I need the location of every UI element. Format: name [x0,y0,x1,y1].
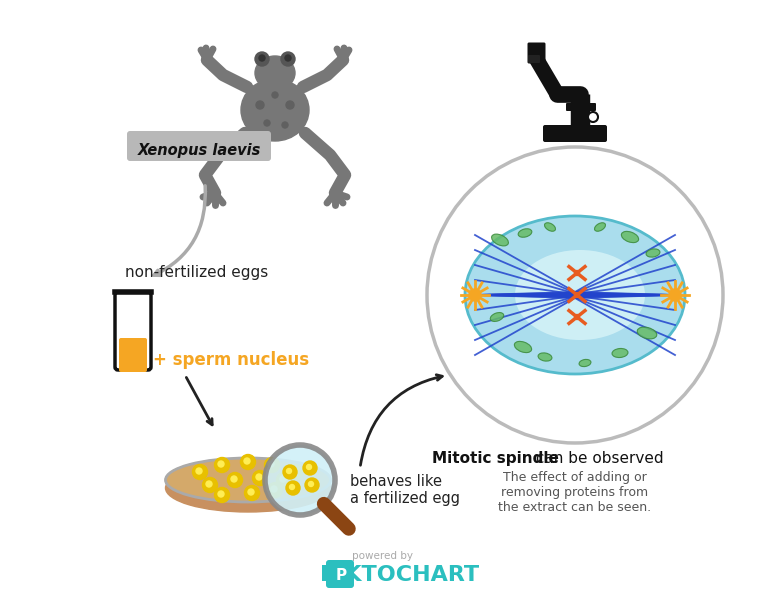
Text: Xenopus laevis: Xenopus laevis [137,142,261,157]
Circle shape [231,476,237,482]
Circle shape [291,468,297,474]
Circle shape [256,474,262,480]
FancyBboxPatch shape [119,338,147,372]
Text: + sperm nucleus: + sperm nucleus [153,351,309,369]
Ellipse shape [646,249,660,257]
Ellipse shape [621,232,639,242]
Circle shape [286,481,300,495]
Ellipse shape [538,353,552,361]
Circle shape [286,101,294,109]
FancyBboxPatch shape [566,103,596,111]
Text: PIKTOCHART: PIKTOCHART [321,565,479,585]
Circle shape [588,112,598,122]
Circle shape [252,470,268,485]
Text: non-fertilized eggs: non-fertilized eggs [125,265,268,280]
Ellipse shape [515,341,532,353]
Circle shape [285,55,291,61]
Ellipse shape [490,313,504,322]
Circle shape [244,458,250,464]
Circle shape [305,478,319,492]
Circle shape [259,55,265,61]
Ellipse shape [612,349,628,358]
Ellipse shape [518,229,532,237]
Ellipse shape [492,234,509,246]
Circle shape [202,478,218,493]
Ellipse shape [465,216,685,374]
Ellipse shape [515,250,645,340]
Ellipse shape [166,458,331,502]
Circle shape [307,464,311,469]
Circle shape [283,465,297,479]
Circle shape [215,457,229,473]
Circle shape [271,486,277,492]
Circle shape [574,292,580,298]
Circle shape [265,445,335,515]
Text: Mitotic spindle: Mitotic spindle [432,451,559,466]
Circle shape [255,52,269,66]
Circle shape [289,485,295,490]
Text: The effect of adding or
removing proteins from
the extract can be seen.: The effect of adding or removing protein… [499,471,651,514]
Text: can be observed: can be observed [531,451,663,466]
Ellipse shape [594,223,605,231]
Circle shape [248,489,254,495]
Ellipse shape [241,79,309,141]
Circle shape [669,289,681,301]
FancyBboxPatch shape [127,131,271,161]
FancyBboxPatch shape [543,125,607,142]
Ellipse shape [166,464,331,512]
Circle shape [288,464,302,479]
Text: behaves like
a fertilized egg: behaves like a fertilized egg [350,474,460,506]
Circle shape [268,461,274,467]
Circle shape [276,473,291,487]
Circle shape [268,482,282,497]
Circle shape [308,481,314,487]
FancyBboxPatch shape [528,55,540,63]
Circle shape [469,289,481,301]
Circle shape [218,461,224,467]
Circle shape [215,487,229,503]
Circle shape [245,485,259,500]
FancyBboxPatch shape [115,292,151,370]
FancyBboxPatch shape [326,560,354,588]
Circle shape [264,120,270,126]
Ellipse shape [637,327,657,339]
Ellipse shape [579,359,591,367]
Circle shape [256,101,264,109]
Circle shape [206,481,212,487]
Circle shape [574,314,580,319]
FancyBboxPatch shape [528,43,545,64]
Text: P: P [335,568,347,583]
Ellipse shape [545,223,555,231]
Circle shape [303,461,317,475]
Circle shape [218,491,224,497]
Circle shape [196,468,202,474]
Circle shape [228,473,242,487]
Circle shape [282,122,288,128]
Circle shape [272,92,278,98]
Text: powered by: powered by [353,551,413,561]
Circle shape [281,52,295,66]
Ellipse shape [255,56,295,90]
Circle shape [287,469,291,473]
Circle shape [265,457,279,473]
Circle shape [193,464,208,479]
Circle shape [241,455,255,469]
Circle shape [427,147,723,443]
Circle shape [574,271,580,275]
Circle shape [280,476,286,482]
